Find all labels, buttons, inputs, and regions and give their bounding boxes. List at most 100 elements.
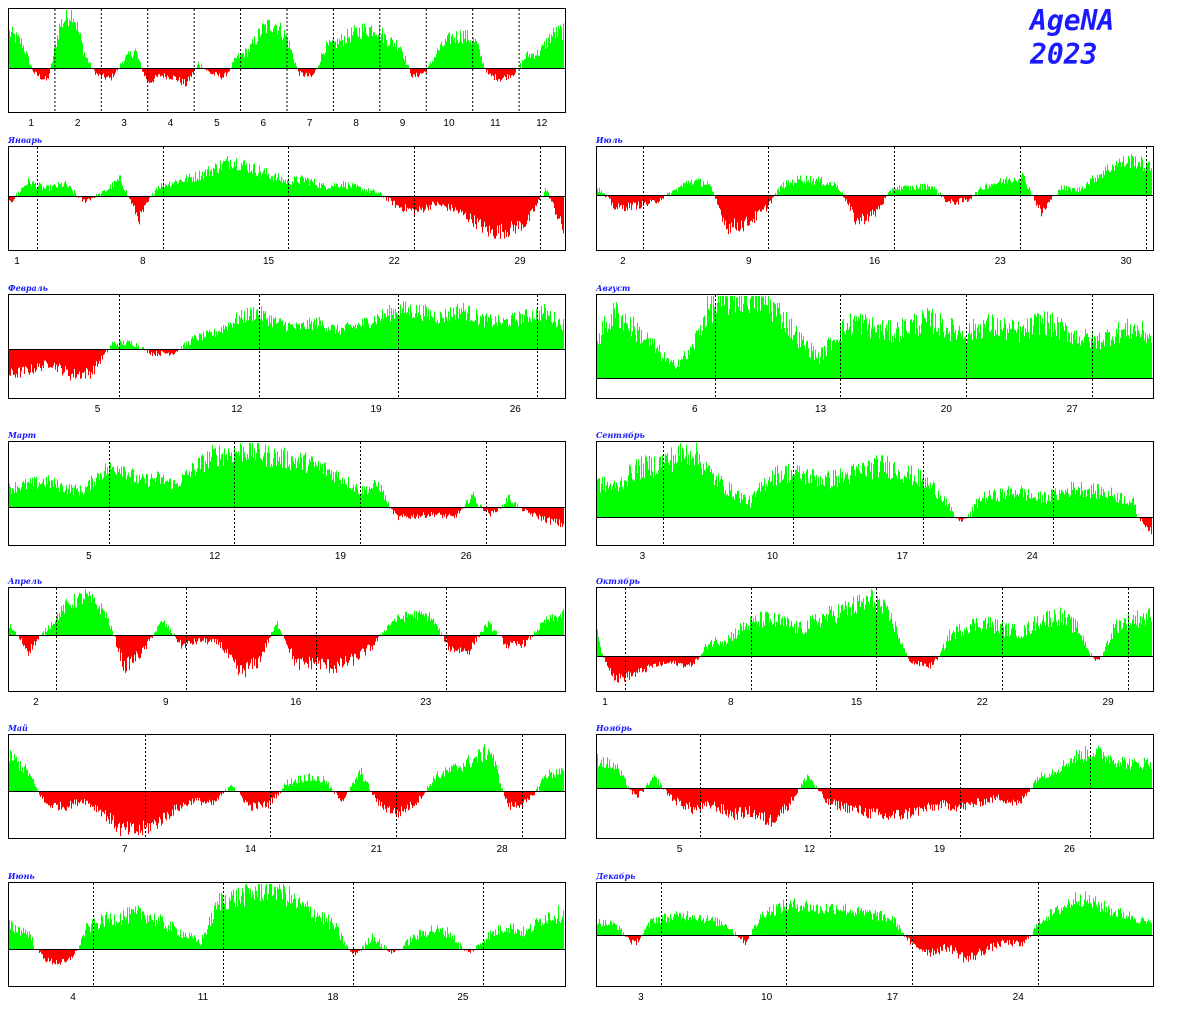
bar <box>604 315 605 378</box>
bar <box>843 318 844 378</box>
bar <box>355 324 356 349</box>
bar <box>164 928 165 949</box>
bar <box>896 189 897 195</box>
bar <box>551 321 552 349</box>
bar <box>456 306 457 349</box>
bar <box>724 305 725 378</box>
bar <box>54 949 55 964</box>
bar <box>737 297 738 378</box>
bar <box>281 36 282 68</box>
bar <box>1023 174 1024 195</box>
bar <box>111 469 112 507</box>
bar <box>929 310 930 378</box>
bar <box>393 507 394 515</box>
bar <box>488 748 489 791</box>
bar <box>604 476 605 517</box>
bar <box>487 627 488 635</box>
bar <box>168 68 169 78</box>
bar <box>334 929 335 949</box>
bar <box>601 335 602 378</box>
bar <box>147 635 148 642</box>
bars-feb <box>9 301 564 381</box>
bar <box>399 616 400 635</box>
bar <box>102 349 103 360</box>
bar <box>404 312 405 349</box>
bar <box>535 507 536 514</box>
bar <box>301 68 302 73</box>
bar <box>291 324 292 349</box>
bar <box>373 32 374 68</box>
bar <box>535 633 536 635</box>
bar <box>516 933 517 949</box>
bar <box>314 318 315 349</box>
bar <box>153 349 154 353</box>
bar <box>56 487 57 507</box>
bar <box>93 487 94 507</box>
bar <box>82 935 83 949</box>
bar <box>786 311 787 378</box>
bar <box>59 23 60 68</box>
bar <box>606 321 607 378</box>
bar <box>900 191 901 195</box>
bar <box>415 618 416 635</box>
bar <box>507 502 508 507</box>
bar <box>116 345 117 349</box>
bar <box>428 934 429 949</box>
bar <box>233 167 234 196</box>
bar <box>169 68 170 80</box>
bar <box>828 184 829 195</box>
bar <box>561 507 562 523</box>
bar <box>286 906 287 949</box>
bar <box>474 757 475 791</box>
bar <box>36 787 37 791</box>
bar <box>432 507 433 516</box>
bar <box>307 635 308 664</box>
bar <box>299 68 300 76</box>
bar <box>462 43 463 68</box>
bar <box>139 60 140 68</box>
bar <box>541 926 542 949</box>
bar <box>132 344 133 349</box>
bar <box>27 482 28 507</box>
bar <box>631 195 632 211</box>
bar <box>143 196 144 213</box>
bar <box>286 635 287 644</box>
bar <box>287 180 288 196</box>
bar <box>304 774 305 791</box>
bar <box>240 318 241 349</box>
bar <box>526 507 527 510</box>
bar <box>62 791 63 808</box>
bar <box>264 452 265 507</box>
bar <box>468 196 469 223</box>
bar <box>450 932 451 949</box>
bar <box>521 324 522 349</box>
bar <box>884 339 885 378</box>
bar <box>370 27 371 69</box>
bar <box>461 945 462 949</box>
bar <box>435 931 436 949</box>
bar <box>362 774 363 791</box>
bar <box>667 192 668 195</box>
bar <box>82 604 83 635</box>
bar <box>681 358 682 378</box>
bar <box>987 317 988 378</box>
bar <box>890 320 891 378</box>
bar <box>92 919 93 949</box>
bar <box>232 895 233 949</box>
bar <box>361 767 362 791</box>
bar <box>372 36 373 68</box>
bar <box>271 463 272 507</box>
bar <box>391 37 392 68</box>
bar <box>413 617 414 635</box>
bar <box>184 342 185 349</box>
bar <box>1149 333 1150 378</box>
bar <box>89 196 90 200</box>
bar <box>998 182 999 195</box>
bar <box>1013 320 1014 378</box>
bar <box>1134 324 1135 378</box>
bar <box>430 784 431 791</box>
bar <box>81 490 82 507</box>
bar <box>598 478 599 517</box>
bar <box>68 949 69 959</box>
bar <box>926 189 927 195</box>
